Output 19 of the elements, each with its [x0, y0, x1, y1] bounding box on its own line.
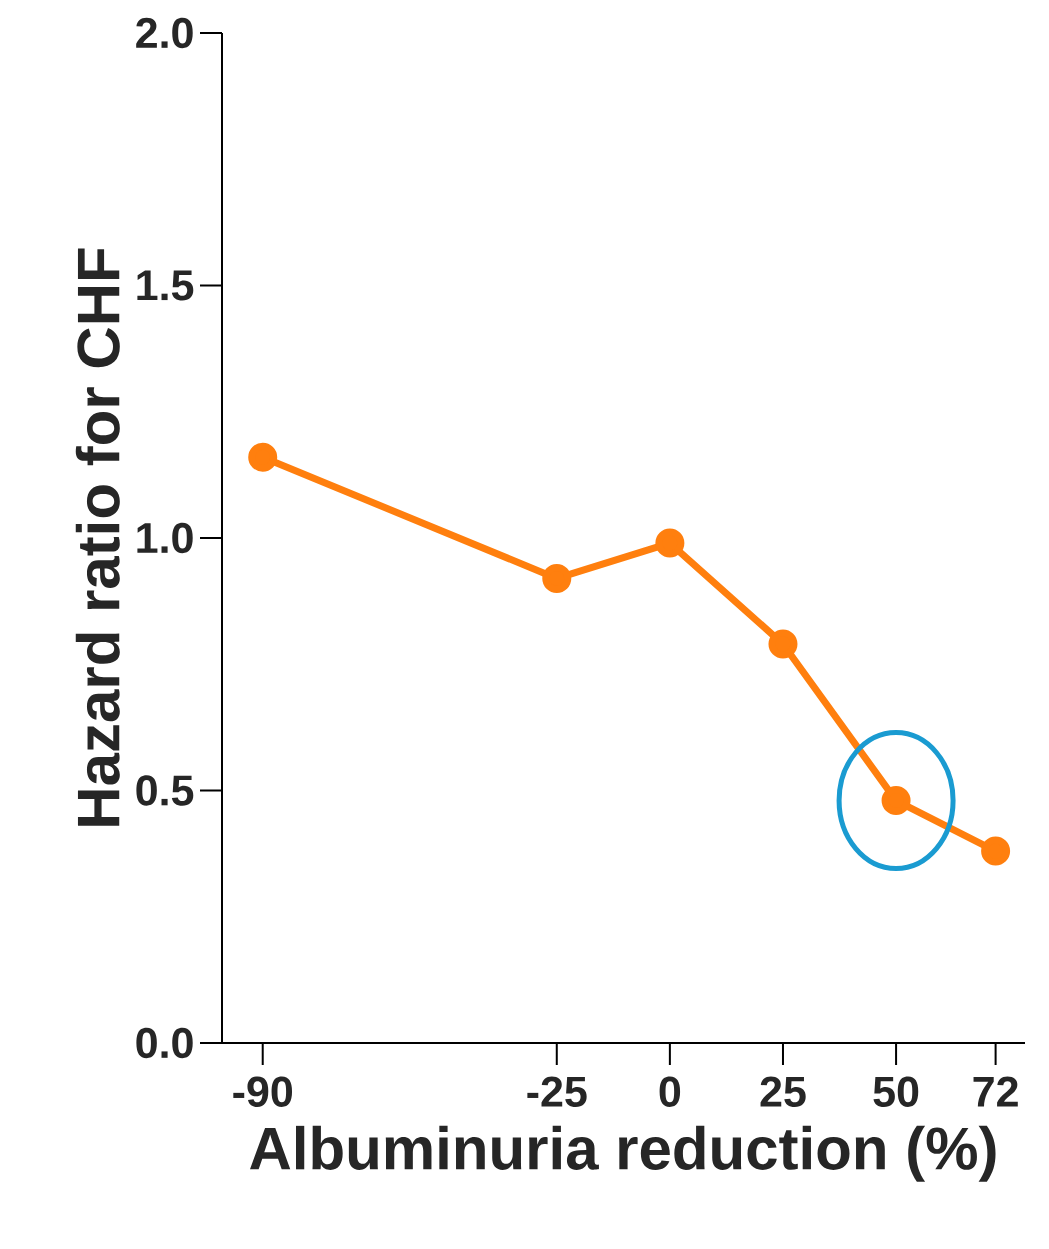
x-tick-label: 0 — [659, 1076, 681, 1107]
point — [768, 629, 798, 659]
x-tick-label: -90 — [233, 1076, 293, 1107]
y-tick-label: 0.5 — [136, 775, 194, 806]
point — [981, 836, 1011, 866]
x-axis-title: Albuminuria reduction (%) — [249, 1125, 996, 1182]
x-tick-label: 50 — [873, 1076, 919, 1107]
y-tick-label: 2.0 — [136, 17, 193, 49]
point — [881, 786, 911, 816]
point — [248, 442, 278, 472]
y-tick-label: 1.0 — [137, 522, 193, 554]
y-tick-label: 0.0 — [136, 1027, 193, 1059]
x-tick-label: 25 — [760, 1076, 806, 1107]
point — [542, 563, 572, 593]
x-tick-label: -25 — [527, 1076, 587, 1107]
y-axis-title: Hazard ratio for CHF — [75, 248, 120, 826]
x-tick-label: 72 — [973, 1076, 1018, 1107]
point — [655, 528, 685, 558]
y-tick-label: 1.5 — [137, 270, 194, 301]
